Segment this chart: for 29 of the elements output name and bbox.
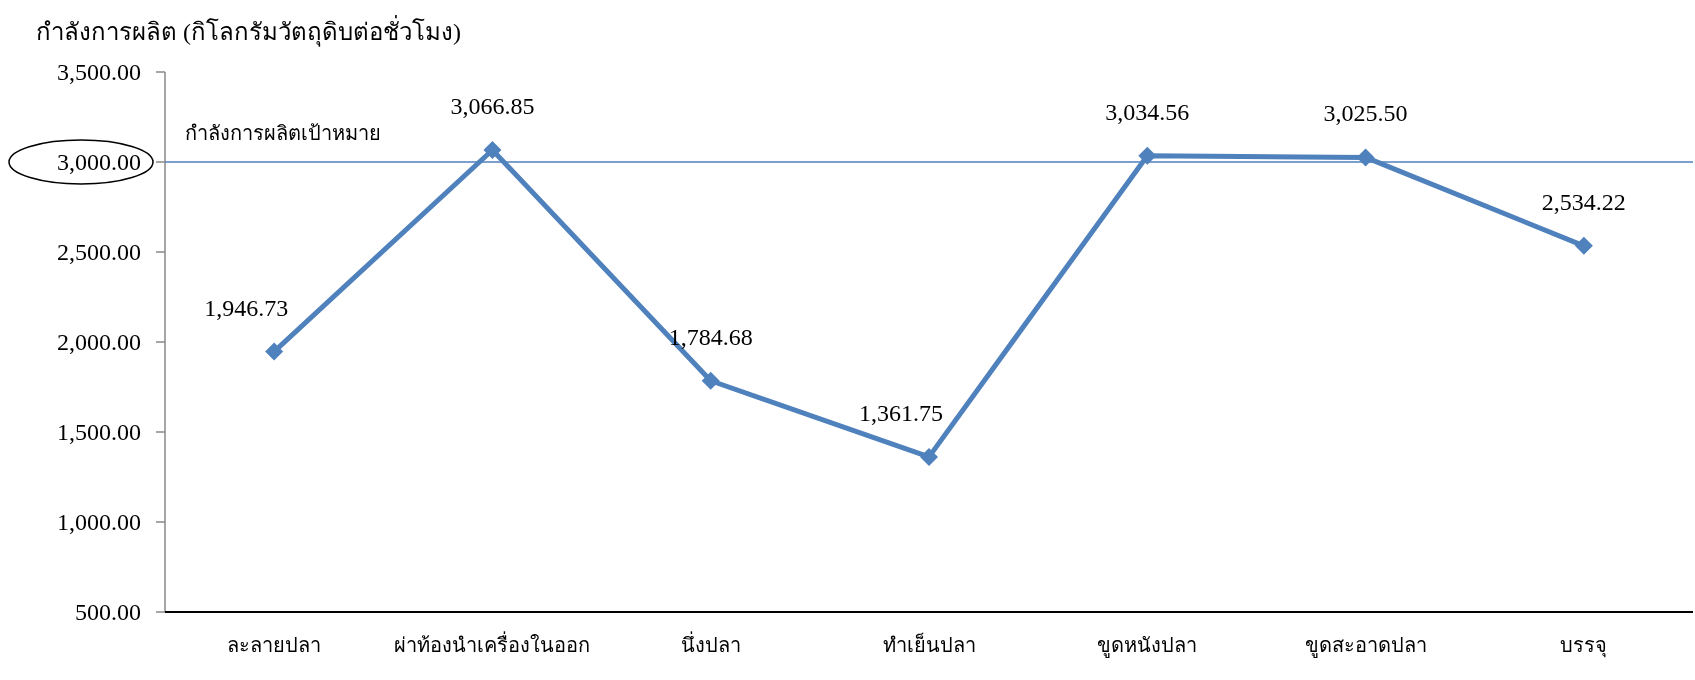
y-tick-label: 2,500.00	[57, 239, 141, 265]
x-tick-label: ขูดหนังปลา	[1097, 634, 1198, 658]
text: 2,534.22	[1541, 188, 1626, 215]
text: 1,361.75	[859, 399, 943, 426]
text: 1,946.73	[204, 294, 289, 321]
x-tick-label: นึ่งปลา	[680, 631, 741, 656]
y-tick-label: 2,000.00	[57, 329, 141, 355]
y-axis-title: กำลังการผลิต (กิโลกรัมวัตถุดิบต่อชั่วโมง)	[36, 15, 461, 47]
point	[265, 342, 284, 361]
text: 3,066.85	[450, 92, 535, 119]
point	[1574, 236, 1593, 255]
y-tick-label: 3,000.00	[57, 149, 141, 175]
text: 3,025.50	[1323, 100, 1408, 127]
point	[1138, 146, 1157, 165]
y-tick-label: 500.00	[75, 599, 141, 625]
x-tick-label: ผ่าท้องนำเครื่องในออก	[394, 631, 591, 656]
point	[483, 140, 502, 159]
point	[701, 371, 720, 390]
y-tick-label: 3,500.00	[57, 59, 141, 85]
point	[920, 447, 938, 466]
x-tick-label: ขูดสะอาดปลา	[1304, 634, 1427, 658]
text: 3,034.56	[1105, 98, 1190, 125]
ref-line-label: กำลังการผลิตเป้าหมาย	[185, 122, 381, 144]
y-tick-label: 1,000.00	[57, 509, 141, 535]
x-tick-label: ทำเย็นปลา	[882, 632, 976, 656]
x-tick-label: บรรจุ	[1560, 634, 1608, 658]
text: 1,784.68	[668, 323, 753, 350]
y-tick-label: 1,500.00	[57, 419, 141, 445]
x-tick-label: ละลายปลา	[227, 634, 322, 656]
